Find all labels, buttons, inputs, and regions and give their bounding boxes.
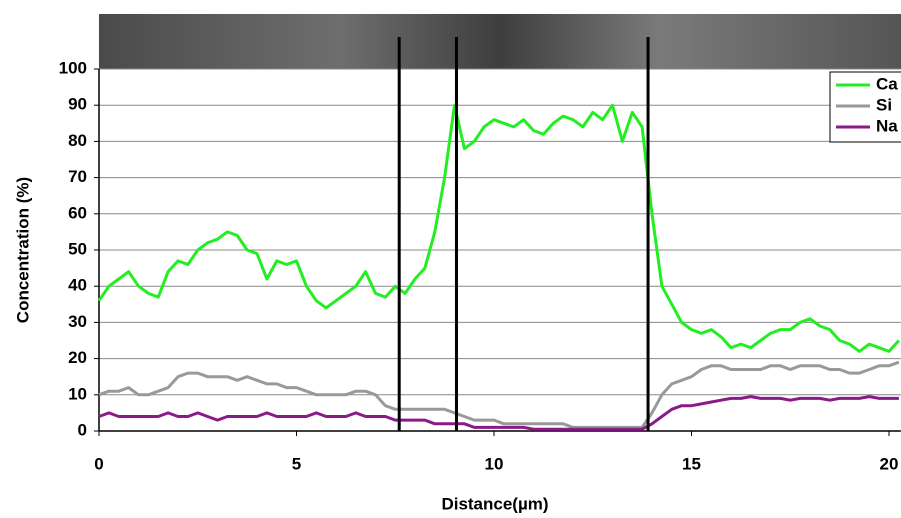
y-axis-label: Concentration (%) xyxy=(13,177,32,323)
legend-label: Na xyxy=(876,116,898,135)
legend-label: Si xyxy=(876,95,892,114)
y-tick-label: 90 xyxy=(68,95,87,114)
y-tick-label: 30 xyxy=(68,312,87,331)
legend-label: Ca xyxy=(876,74,898,93)
x-tick-label: 15 xyxy=(682,454,701,473)
x-tick-label: 10 xyxy=(485,454,504,473)
series-line xyxy=(99,397,899,430)
y-tick-label: 50 xyxy=(68,239,87,258)
y-tick-label: 70 xyxy=(68,167,87,186)
y-tick-label: 10 xyxy=(68,384,87,403)
y-tick-label: 0 xyxy=(78,420,87,439)
x-tick-label: 20 xyxy=(880,454,899,473)
y-tick-label: 80 xyxy=(68,131,87,150)
x-tick-label: 0 xyxy=(94,454,103,473)
sem-image xyxy=(99,14,901,69)
x-tick-label: 5 xyxy=(292,454,301,473)
y-tick-label: 20 xyxy=(68,348,87,367)
chart: Concentration (%) Distance(µm) 0 10 20 30 40… xyxy=(0,0,901,518)
x-axis-label: Distance(µm) xyxy=(441,494,548,513)
series-line xyxy=(99,105,899,351)
y-tick-label: 40 xyxy=(68,276,87,295)
y-tick-label: 60 xyxy=(68,203,87,222)
y-tick-label: 100 xyxy=(59,58,87,77)
